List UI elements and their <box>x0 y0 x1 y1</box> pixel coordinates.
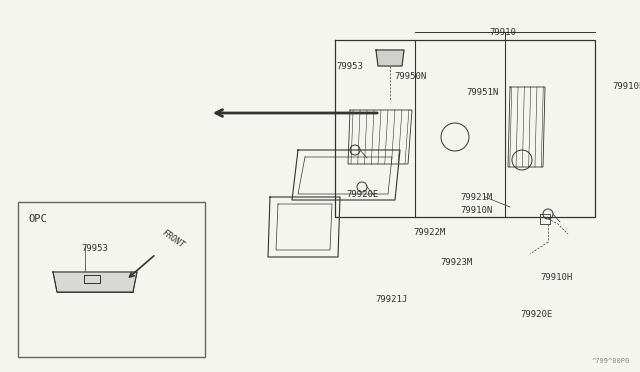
Text: 79910H: 79910H <box>540 273 572 282</box>
Text: 79910: 79910 <box>490 28 516 37</box>
Polygon shape <box>53 272 137 292</box>
Text: 79921J: 79921J <box>375 295 407 304</box>
Text: 79910E: 79910E <box>612 82 640 91</box>
Text: 79953: 79953 <box>336 62 363 71</box>
Bar <box>18 202 205 357</box>
Text: 79950N: 79950N <box>394 72 426 81</box>
Text: 79920E: 79920E <box>346 190 378 199</box>
Text: 79921M: 79921M <box>460 193 492 202</box>
Text: ^799^00P0: ^799^00P0 <box>592 358 630 364</box>
Text: OPC: OPC <box>28 214 47 224</box>
Text: 79910N: 79910N <box>460 206 492 215</box>
Text: 79951N: 79951N <box>466 88 499 97</box>
Text: 79920E: 79920E <box>520 310 552 319</box>
Text: 79923M: 79923M <box>440 258 472 267</box>
Text: 79922M: 79922M <box>413 228 445 237</box>
Text: 79953: 79953 <box>81 244 108 253</box>
Polygon shape <box>376 50 404 66</box>
Text: FRONT: FRONT <box>160 228 186 250</box>
